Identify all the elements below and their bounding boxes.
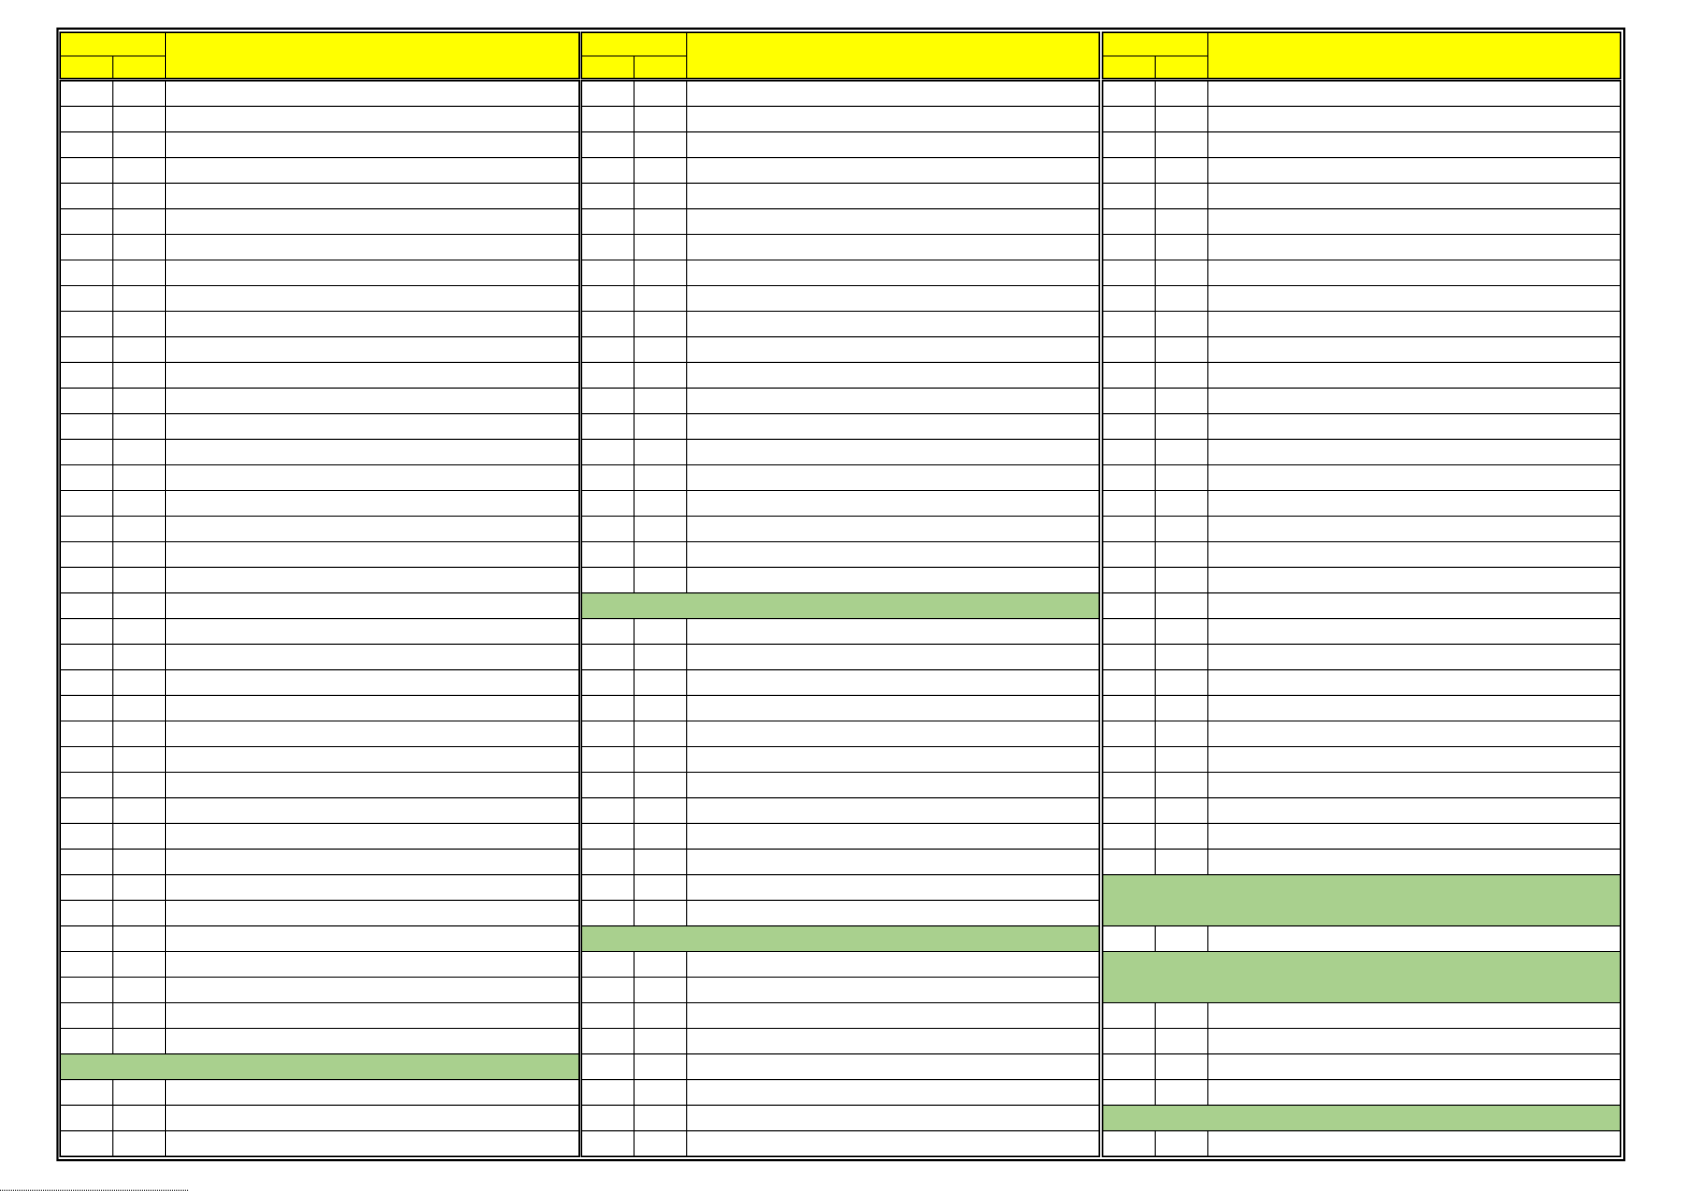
section-row	[1102, 951, 1621, 1003]
panel-border	[580, 79, 1101, 1158]
section-row	[1102, 1105, 1621, 1131]
panel-border	[59, 79, 581, 1158]
panel-border	[1101, 79, 1622, 1158]
section-row	[581, 592, 1100, 619]
outer-border	[56, 27, 1626, 1162]
section-row	[1102, 874, 1621, 926]
section-row	[60, 1053, 580, 1080]
section-row	[581, 925, 1100, 952]
